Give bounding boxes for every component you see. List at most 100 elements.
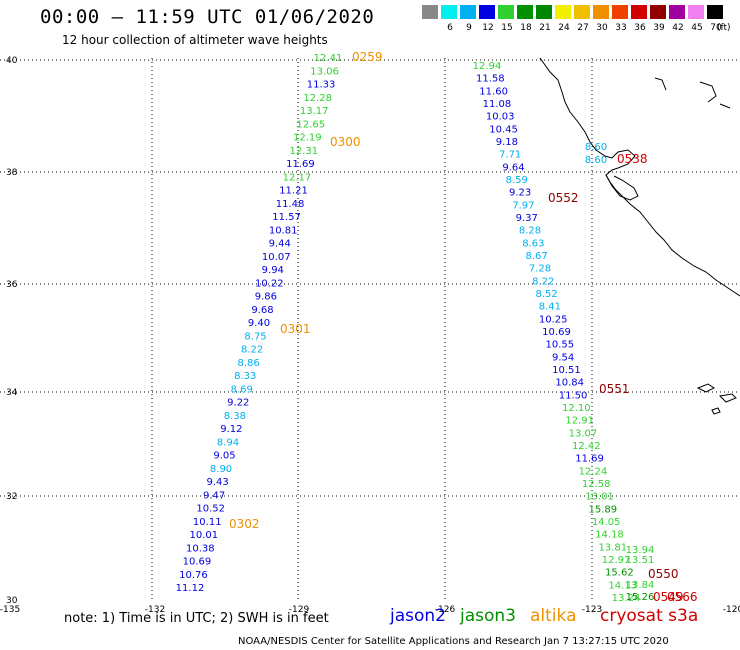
wave-height-value: 11.69 — [286, 159, 315, 170]
pass-time-label: 0550 — [648, 567, 679, 581]
legend-swatch — [707, 5, 724, 19]
wave-height-value: 9.64 — [502, 162, 524, 173]
wave-height-value: 8.60 — [585, 155, 607, 166]
footer-credit: NOAA/NESDIS Center for Satellite Applica… — [238, 636, 669, 647]
wave-height-value: 9.37 — [516, 213, 538, 224]
y-tick-label: 36 — [6, 280, 18, 290]
page-subtitle: 12 hour collection of altimeter wave hei… — [62, 33, 328, 47]
wave-height-value: 10.84 — [555, 378, 584, 389]
wave-height-value: 9.44 — [269, 239, 291, 250]
wave-height-value: 8.94 — [217, 437, 239, 448]
wave-height-value: 10.55 — [545, 340, 574, 351]
legend-swatch — [441, 5, 458, 19]
legend-label: 30 — [596, 23, 608, 33]
wave-height-value: 11.69 — [575, 454, 604, 465]
mission-cryosat-s3a: cryosat s3a — [600, 606, 699, 626]
legend-swatch — [612, 5, 629, 19]
wave-height-value: 12.41 — [314, 53, 343, 64]
legend-swatch — [555, 5, 572, 19]
legend-label: 27 — [577, 23, 589, 33]
wave-height-value: 8.75 — [244, 331, 266, 342]
wave-height-value: 8.41 — [539, 302, 561, 313]
wave-height-value: 13.24 — [612, 593, 641, 604]
pass-time-label: 0300 — [330, 135, 361, 149]
wave-height-value: 9.86 — [255, 292, 277, 303]
y-tick-label: 34 — [6, 388, 18, 398]
wave-height-value: 8.86 — [238, 358, 260, 369]
wave-height-value: 8.38 — [224, 411, 246, 422]
legend-label: 24 — [558, 23, 570, 33]
channel-island-2 — [718, 393, 737, 403]
wave-height-value: 13.81 — [598, 542, 627, 553]
wave-height-value: 14.13 — [608, 580, 637, 591]
legend-label: 42 — [672, 23, 684, 33]
legend-swatch — [479, 5, 496, 19]
mission-jason3: jason3 — [460, 606, 516, 626]
wave-height-value: 11.33 — [307, 80, 336, 91]
coastline — [539, 57, 740, 415]
wave-height-value: 12.17 — [283, 172, 312, 183]
wave-height-value: 11.57 — [272, 212, 301, 223]
legend-swatch — [574, 5, 591, 19]
wave-height-value: 15.89 — [589, 504, 618, 515]
wave-height-value: 8.33 — [234, 371, 256, 382]
wave-height-value: 14.18 — [595, 530, 624, 541]
wave-height-value: 11.58 — [476, 74, 505, 85]
wave-height-value: 11.60 — [479, 86, 508, 97]
wave-height-value: 10.38 — [186, 543, 215, 554]
wave-height-value: 9.47 — [203, 490, 225, 501]
legend-label: 45 — [691, 23, 703, 33]
wave-height-value: 12.42 — [572, 441, 601, 452]
wave-height-value: 9.22 — [227, 398, 249, 409]
wave-height-value: 10.69 — [542, 327, 571, 338]
x-tick-label: -120 — [723, 605, 740, 615]
wave-height-values: 12.41 13.06 11.33 12.28 13.17 12.65 12.19 12.31… — [176, 53, 655, 604]
mission-jason2: jason2 — [390, 606, 446, 626]
wave-height-value: 13.07 — [569, 428, 598, 439]
legend-label: 18 — [520, 23, 532, 33]
bay-inlet — [605, 174, 639, 201]
wave-height-value: 12.58 — [582, 479, 611, 490]
wave-height-value: 11.50 — [559, 390, 588, 401]
wave-height-value: 15.62 — [605, 568, 634, 579]
pass-time-label: 0259 — [352, 50, 383, 64]
wave-height-value: 10.69 — [183, 557, 212, 568]
wave-height-value: 10.52 — [196, 504, 225, 515]
legend-label: 21 — [539, 23, 551, 33]
wave-height-value: 7.97 — [512, 200, 534, 211]
x-tick-label: -135 — [0, 605, 20, 615]
wave-height-value: 10.11 — [193, 517, 222, 528]
wave-height-value: 12.10 — [562, 403, 591, 414]
legend-label: 36 — [634, 23, 646, 33]
wave-height-value: 7.28 — [529, 264, 551, 275]
wave-height-value: 10.81 — [269, 225, 298, 236]
pass-time-label: 0301 — [280, 322, 311, 336]
wave-height-value: 8.52 — [535, 289, 557, 300]
legend-label: 12 — [482, 23, 494, 33]
legend-swatch — [460, 5, 477, 19]
wave-height-value: 9.40 — [248, 318, 270, 329]
wave-height-value: 13.84 — [626, 580, 655, 591]
wave-height-value: 11.12 — [176, 583, 205, 594]
channel-island-1 — [696, 383, 715, 393]
wave-height-value: 10.51 — [552, 365, 581, 376]
wave-height-value: 8.59 — [506, 175, 528, 186]
wave-height-value: 9.12 — [220, 424, 242, 435]
footer-note: note: 1) Time is in UTC; 2) SWH is in fe… — [64, 611, 329, 626]
legend-swatch — [650, 5, 667, 19]
legend-swatch — [536, 5, 553, 19]
wave-height-value: 10.22 — [255, 278, 284, 289]
legend-swatch — [593, 5, 610, 19]
pass-time-label: 0551 — [599, 382, 630, 396]
wave-height-value: 9.94 — [262, 265, 284, 276]
wave-height-value: 8.22 — [241, 345, 263, 356]
wave-height-value: 9.05 — [213, 451, 235, 462]
wave-height-value: 12.31 — [290, 146, 319, 157]
pass-time-label: 0552 — [548, 191, 579, 205]
wave-height-value: 11.48 — [276, 199, 305, 210]
wave-height-value: 10.01 — [189, 530, 218, 541]
wave-height-value: 12.65 — [296, 119, 325, 130]
page-title: 00:00 – 11:59 UTC 01/06/2020 — [40, 6, 375, 28]
